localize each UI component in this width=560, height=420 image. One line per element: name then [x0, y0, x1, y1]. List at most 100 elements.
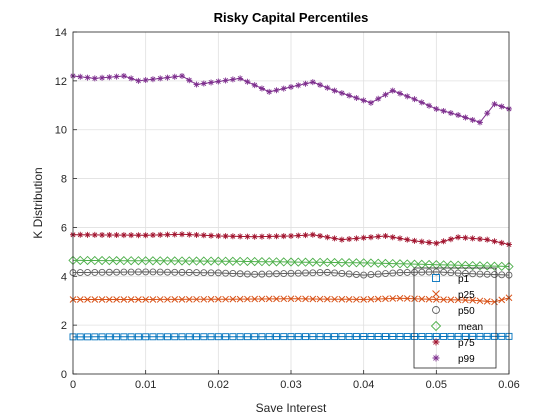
data-point	[178, 333, 186, 341]
data-point	[418, 238, 425, 245]
data-point	[411, 237, 418, 244]
data-point	[156, 333, 164, 341]
data-point	[367, 295, 375, 303]
data-point	[235, 256, 245, 267]
data-point	[294, 295, 302, 303]
data-point	[287, 269, 295, 277]
data-point	[366, 258, 376, 268]
data-point	[491, 238, 498, 245]
data-point	[316, 295, 324, 303]
data-point	[90, 255, 100, 266]
series-p25	[69, 294, 513, 306]
data-point	[273, 295, 280, 303]
data-point	[266, 88, 273, 95]
data-point	[77, 73, 84, 80]
data-point	[338, 236, 345, 243]
data-point	[193, 81, 200, 88]
data-point	[222, 233, 229, 240]
data-point	[382, 333, 389, 340]
data-point	[309, 333, 317, 341]
data-point	[105, 268, 113, 276]
data-point	[317, 81, 324, 88]
legend-item-p99: p99	[432, 354, 475, 365]
data-point	[397, 90, 403, 97]
data-point	[113, 232, 120, 239]
data-point	[120, 232, 127, 239]
data-point	[382, 232, 389, 239]
data-point	[426, 102, 433, 109]
data-point	[214, 269, 222, 277]
data-point	[338, 270, 346, 277]
data-point	[264, 257, 274, 267]
x-tick-label: 0.02	[208, 379, 229, 391]
y-tick-label: 8	[61, 174, 67, 186]
x-tick-label: 0.03	[280, 379, 301, 391]
data-point	[497, 261, 507, 271]
data-point	[367, 271, 375, 279]
y-tick-label: 12	[55, 76, 67, 88]
data-point	[76, 296, 84, 303]
data-point	[367, 333, 375, 340]
legend-item-mean: mean	[430, 320, 483, 333]
data-point	[113, 268, 121, 276]
data-point	[258, 333, 266, 341]
data-point	[127, 296, 135, 303]
data-point	[236, 333, 244, 341]
data-point	[206, 256, 216, 266]
y-tick-label: 0	[61, 369, 67, 381]
x-tick-label: 0	[70, 379, 76, 391]
data-point	[483, 298, 491, 305]
data-point	[215, 78, 222, 85]
data-point	[287, 295, 295, 303]
legend-item-p1: p1	[432, 274, 470, 285]
data-point	[396, 333, 404, 340]
data-point	[84, 269, 91, 276]
data-point	[280, 295, 288, 303]
data-point	[229, 270, 237, 277]
data-point	[250, 256, 260, 267]
data-point	[193, 269, 200, 277]
data-point	[244, 233, 251, 240]
ticks: 0 0.01 0.02 0.03 0.04 0.05 0.06 0 2 4 6 8 10 12 14	[55, 27, 520, 391]
data-point	[331, 333, 339, 341]
data-point	[200, 232, 207, 239]
data-point	[185, 295, 193, 303]
data-point	[491, 298, 498, 306]
data-point	[149, 333, 157, 341]
data-point	[229, 233, 236, 240]
data-point	[461, 270, 469, 277]
data-point	[244, 295, 251, 303]
data-point	[91, 268, 99, 276]
data-point	[454, 296, 462, 304]
data-point	[149, 232, 156, 239]
data-point	[208, 79, 215, 86]
data-point	[164, 231, 171, 238]
data-point	[157, 75, 164, 82]
data-point	[438, 260, 449, 270]
data-point	[84, 296, 91, 303]
data-point	[324, 84, 331, 91]
data-point	[222, 333, 230, 341]
data-point	[273, 233, 280, 240]
data-point	[164, 74, 171, 81]
data-point	[177, 256, 187, 266]
x-tick-label: 0.05	[426, 379, 447, 391]
data-point	[148, 256, 158, 266]
data-point	[91, 296, 99, 303]
data-point	[322, 257, 332, 268]
legend-label: mean	[458, 322, 483, 333]
data-point	[171, 73, 178, 80]
data-point	[120, 268, 128, 276]
data-point	[338, 333, 346, 341]
data-point	[351, 258, 362, 268]
data-point	[331, 295, 338, 303]
data-point	[462, 114, 469, 121]
data-point	[193, 333, 200, 341]
data-point	[411, 268, 418, 276]
data-point	[142, 333, 150, 341]
data-point	[236, 270, 244, 278]
x-tick-label: 0.01	[135, 379, 156, 391]
data-point	[98, 268, 106, 276]
data-point	[135, 296, 142, 303]
data-point	[403, 333, 411, 340]
